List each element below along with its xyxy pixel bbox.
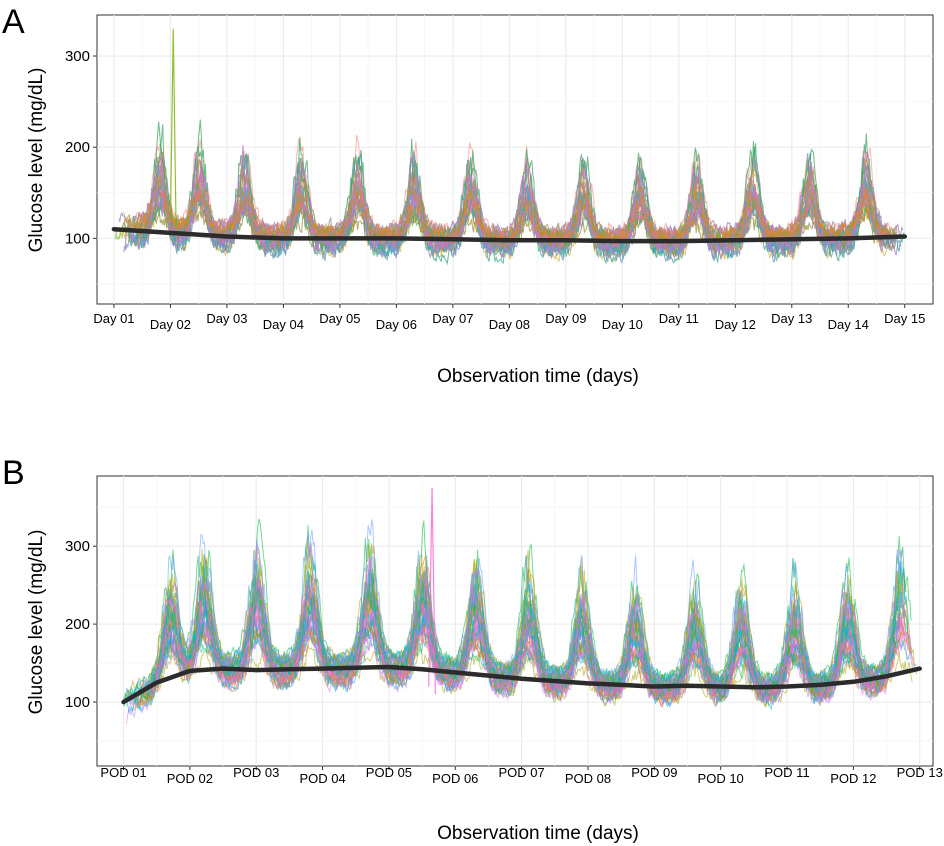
panel-a-x-ticks: Day 01 Day 02 Day 03 Day 04 Day 05 Day 06 Day … xyxy=(93,304,925,332)
panel-b-plot-area xyxy=(96,475,934,767)
panel-b-mean-line xyxy=(121,664,922,705)
x-tick-label: POD 02 xyxy=(167,771,213,786)
x-tick-label: Day 14 xyxy=(828,317,869,332)
x-tick-label: Day 13 xyxy=(771,311,812,326)
x-tick-label: POD 05 xyxy=(366,765,412,780)
x-tick-label: Day 06 xyxy=(376,317,417,332)
y-tick-label: 300 xyxy=(65,538,90,555)
x-tick-label: POD 08 xyxy=(565,771,611,786)
panel-b-x-ticks: POD 01 POD 02 POD 03 POD 04 POD 05 POD 06 POD … xyxy=(100,765,942,786)
mean-trend-line xyxy=(111,226,908,244)
glucose-trace xyxy=(125,598,898,714)
x-tick-label: Day 02 xyxy=(150,317,191,332)
x-tick-label: Day 07 xyxy=(432,311,473,326)
glucose-trace xyxy=(155,606,914,704)
panel-a-label: A xyxy=(2,3,25,41)
x-tick-label: Day 12 xyxy=(715,317,756,332)
x-tick-label: Day 04 xyxy=(263,317,304,332)
x-tick-label: POD 03 xyxy=(233,765,279,780)
y-tick-label: 200 xyxy=(65,139,90,156)
x-tick-label: POD 09 xyxy=(631,765,677,780)
panel-b-label: B xyxy=(2,454,25,492)
panel-b-y-axis-title: Glucose level (mg/dL) xyxy=(26,530,47,715)
x-tick-label: Day 01 xyxy=(93,311,134,326)
x-tick-label: Day 09 xyxy=(545,311,586,326)
x-tick-label: POD 12 xyxy=(830,771,876,786)
panel-a-mean-line xyxy=(111,226,908,244)
x-tick-label: Day 05 xyxy=(319,311,360,326)
x-tick-label: Day 08 xyxy=(489,317,530,332)
y-tick-label: 100 xyxy=(65,694,90,711)
glucose-trace-max xyxy=(428,487,436,695)
x-tick-label: Day 15 xyxy=(884,311,925,326)
x-tick-label: POD 01 xyxy=(100,765,146,780)
x-tick-label: Day 10 xyxy=(602,317,643,332)
x-tick-label: POD 07 xyxy=(499,765,545,780)
panel-a-y-ticks: 100 200 300 xyxy=(65,48,97,247)
panel-b-x-axis-title: Observation time (days) xyxy=(437,823,639,844)
glucose-trace xyxy=(159,519,904,688)
x-tick-label: POD 10 xyxy=(698,771,744,786)
panel-a-x-axis-title: Observation time (days) xyxy=(437,366,639,387)
panel-b-y-ticks: 100 200 300 xyxy=(65,538,97,711)
x-tick-label: POD 13 xyxy=(897,765,943,780)
x-tick-label: POD 11 xyxy=(764,765,809,780)
y-tick-label: 300 xyxy=(65,48,90,65)
x-tick-label: Day 03 xyxy=(206,311,247,326)
panel-a-grid xyxy=(97,15,933,304)
mean-trend-line xyxy=(121,664,922,705)
panel-b-grid xyxy=(97,476,933,766)
panel-a-y-axis-title: Glucose level (mg/dL) xyxy=(26,68,47,253)
x-tick-label: POD 06 xyxy=(432,771,478,786)
y-tick-label: 100 xyxy=(65,230,90,247)
x-tick-label: POD 04 xyxy=(299,771,345,786)
glucose-trace xyxy=(153,555,890,701)
glucose-trace-max xyxy=(169,28,177,230)
y-tick-label: 200 xyxy=(65,616,90,633)
x-tick-label: Day 11 xyxy=(659,311,699,326)
glucose-trace xyxy=(145,541,905,695)
